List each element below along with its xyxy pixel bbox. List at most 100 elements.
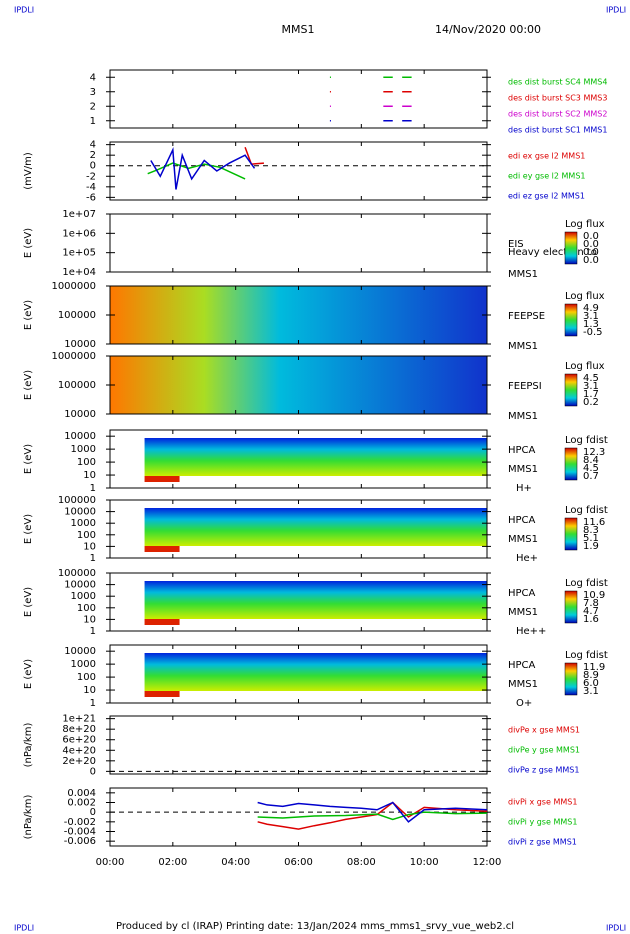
spacecraft-title: MMS1 xyxy=(282,23,315,36)
colorbar-tick-label: 0.0 xyxy=(583,231,599,242)
spectrogram-image xyxy=(144,508,487,546)
spectrogram-image xyxy=(144,619,180,625)
colorbar xyxy=(564,590,578,624)
spectrogram-image xyxy=(110,286,487,344)
y-tick-label: 1000 xyxy=(71,444,96,455)
y-tick-label: 6e+20 xyxy=(62,735,96,746)
series-line xyxy=(257,801,488,823)
panel-label: Heavy electron to xyxy=(508,247,597,258)
x-tick-label: 12:00 xyxy=(473,857,502,868)
colorbar-tick-label: 1.9 xyxy=(583,541,599,552)
y-tick-label: 100 xyxy=(77,603,96,614)
spectrogram-image xyxy=(144,546,180,552)
colorbar-tick-label: 7.8 xyxy=(583,598,599,609)
y-tick-label: 10000 xyxy=(64,507,96,518)
y-tick-label: 10 xyxy=(83,470,96,481)
y-tick-label: 4e+20 xyxy=(62,745,96,756)
colorbar-tick-label: 10.9 xyxy=(583,590,605,601)
y-tick-label: 0.002 xyxy=(67,798,96,809)
panel-frame xyxy=(109,141,488,201)
y-tick-label: 1 xyxy=(90,483,96,494)
colorbar-title: Log fdist xyxy=(565,650,608,661)
y-tick-label: 10 xyxy=(83,685,96,696)
colorbar-tick-label: 3.1 xyxy=(583,381,599,392)
y-tick-label: -2 xyxy=(86,171,96,182)
series-line xyxy=(244,147,265,165)
spectrogram-image xyxy=(144,476,180,482)
y-axis-label: E (eV) xyxy=(23,514,34,544)
y-tick-label: 2 xyxy=(90,150,96,161)
y-tick-label: -6 xyxy=(86,192,96,203)
series-line xyxy=(257,801,488,830)
legend-entry: edi ex gse l2 MMS1 xyxy=(508,152,585,161)
colorbar-tick-label: 0.7 xyxy=(583,471,599,482)
panel-label: MMS1 xyxy=(508,411,538,422)
footer: Produced by cl (IRAP) Printing date: 13/… xyxy=(116,921,514,932)
y-tick-label: 1000 xyxy=(71,591,96,602)
colorbar-title: Log flux xyxy=(565,291,605,302)
legend-entry: divPi x gse MMS1 xyxy=(508,798,577,807)
y-tick-label: 1000 xyxy=(71,659,96,670)
y-tick-label: 1 xyxy=(90,626,96,637)
colorbar xyxy=(564,662,578,696)
x-tick-label: 02:00 xyxy=(158,857,187,868)
panel-label: MMS1 xyxy=(508,269,538,280)
legend-entry: divPe x gse MMS1 xyxy=(508,726,580,735)
colorbar-tick-label: 0.2 xyxy=(583,397,599,408)
x-tick-label: 00:00 xyxy=(96,857,125,868)
y-tick-label: 1000000 xyxy=(51,351,96,362)
y-tick-label: 0.004 xyxy=(67,788,96,799)
colorbar-tick-label: 8.3 xyxy=(583,525,599,536)
legend-entry: des dist burst SC1 MMS1 xyxy=(508,126,607,135)
colorbar-title: Log fdist xyxy=(565,578,608,589)
colorbar-tick-label: 4.7 xyxy=(583,606,599,617)
colorbar-tick-label: 0.0 xyxy=(583,247,599,258)
colorbar xyxy=(564,373,578,407)
panel-label: FEEPSI xyxy=(508,381,542,392)
colorbar-tick-label: 1.3 xyxy=(583,319,599,330)
colorbar-title: Log flux xyxy=(565,361,605,372)
colorbar-tick-label: 1.7 xyxy=(583,389,599,400)
y-axis-label: E (eV) xyxy=(23,587,34,617)
spectrogram-image xyxy=(144,581,487,619)
y-tick-label: 100000 xyxy=(58,495,96,506)
y-tick-label: -0.002 xyxy=(64,817,96,828)
y-tick-label: 100 xyxy=(77,672,96,683)
corner-label: IPDLI xyxy=(606,924,626,933)
spectrogram-image xyxy=(144,691,180,697)
colorbar-tick-label: 3.1 xyxy=(583,686,599,697)
y-axis-label: E (eV) xyxy=(23,444,34,474)
y-tick-label: 1000000 xyxy=(51,281,96,292)
panel-frame xyxy=(109,213,488,273)
series-line xyxy=(257,811,488,821)
y-tick-label: 1e+04 xyxy=(62,267,96,278)
y-axis-label: (nPa/km) xyxy=(23,723,34,768)
legend-entry: divPi z gse MMS1 xyxy=(508,838,577,847)
colorbar-tick-label: 11.6 xyxy=(583,517,605,528)
panel-label: MMS1 xyxy=(508,464,538,475)
legend-entry: divPe y gse MMS1 xyxy=(508,746,580,755)
colorbar-title: Log flux xyxy=(565,219,605,230)
panel-label: FEEPSE xyxy=(508,311,545,322)
x-tick-label: 08:00 xyxy=(347,857,376,868)
y-tick-label: 10 xyxy=(83,541,96,552)
colorbar xyxy=(564,303,578,337)
legend-entry: divPi y gse MMS1 xyxy=(508,818,577,827)
legend-entry: des dist burst SC2 MMS2 xyxy=(508,110,607,119)
panel-label: EIS xyxy=(508,239,524,250)
colorbar-tick-label: 12.3 xyxy=(583,447,605,458)
spectrogram-image xyxy=(110,356,487,414)
y-tick-label: 10000 xyxy=(64,646,96,657)
y-tick-label: 100 xyxy=(77,457,96,468)
spectrogram-image xyxy=(144,438,487,476)
panel-label: HPCA xyxy=(508,515,536,526)
y-tick-label: 10000 xyxy=(64,580,96,591)
colorbar-tick-label: 6.0 xyxy=(583,678,599,689)
legend-entry: edi ey gse l2 MMS1 xyxy=(508,172,586,181)
panel-label: HPCA xyxy=(508,588,536,599)
colorbar-title: Log fdist xyxy=(565,435,608,446)
panel-label: MMS1 xyxy=(508,534,538,545)
colorbar-tick-label: 0.0 xyxy=(583,239,599,250)
colorbar-tick-label: -0.5 xyxy=(583,327,603,338)
y-tick-label: 10 xyxy=(83,614,96,625)
